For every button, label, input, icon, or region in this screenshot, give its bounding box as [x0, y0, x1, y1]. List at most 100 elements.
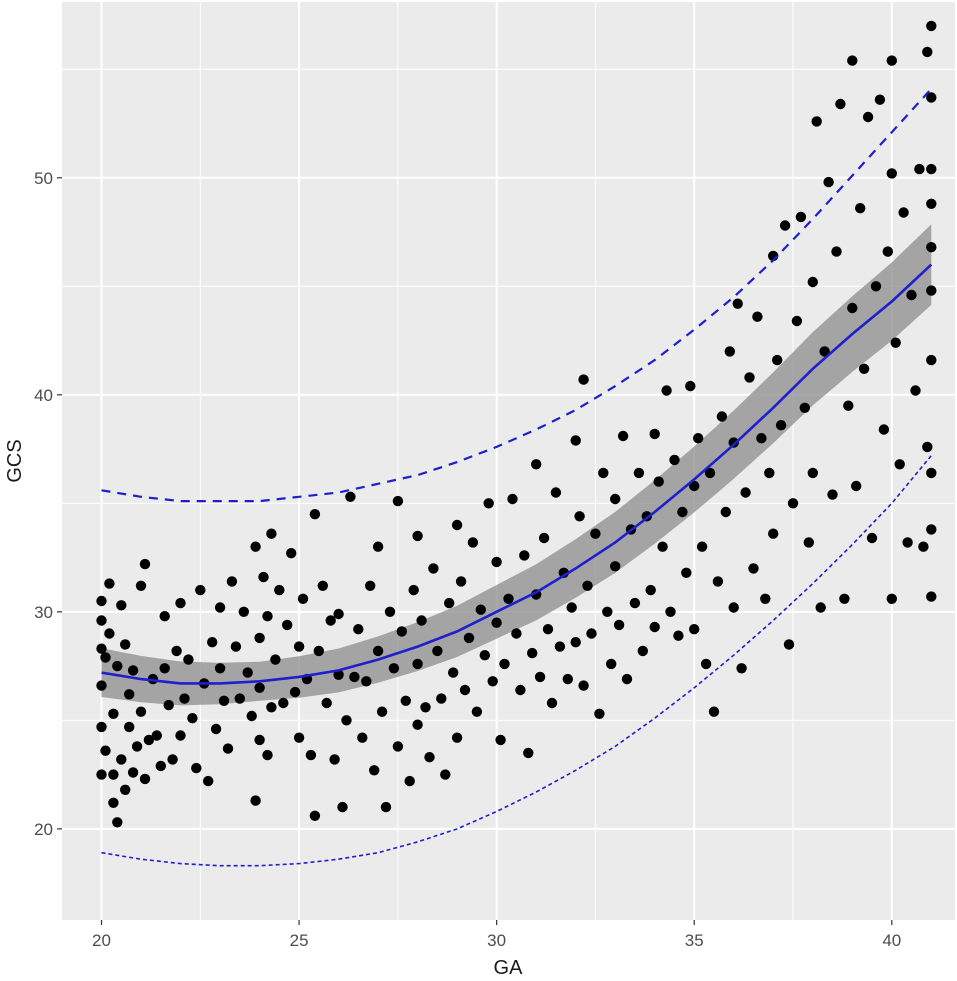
data-point	[515, 684, 526, 696]
data-point	[167, 754, 178, 765]
y-axis-title: GCS	[4, 439, 26, 482]
data-point	[886, 168, 897, 179]
data-point	[578, 374, 589, 385]
data-point	[858, 363, 870, 374]
data-point	[139, 773, 151, 785]
data-point	[116, 600, 127, 611]
data-point	[870, 281, 882, 292]
data-point	[811, 116, 822, 127]
data-point	[740, 487, 751, 498]
data-point	[926, 285, 937, 296]
data-point	[293, 641, 305, 652]
data-point	[207, 637, 218, 648]
data-point	[499, 658, 510, 670]
data-point	[681, 567, 692, 578]
data-point	[799, 402, 810, 413]
data-point	[396, 626, 407, 637]
data-point	[511, 628, 522, 639]
data-point	[179, 693, 190, 704]
data-point	[866, 532, 878, 544]
data-point	[894, 459, 905, 470]
data-point	[613, 619, 625, 631]
confidence-band-layer	[101, 224, 932, 706]
x-axis-title: GA	[494, 957, 524, 979]
data-point	[436, 693, 447, 704]
data-point	[404, 775, 415, 787]
data-point	[787, 498, 799, 509]
data-point	[602, 606, 613, 617]
data-point	[685, 380, 696, 392]
data-point	[839, 593, 850, 604]
data-point	[621, 673, 633, 685]
data-point	[519, 550, 530, 561]
data-point	[96, 721, 107, 733]
data-point	[657, 541, 668, 552]
data-point	[175, 597, 186, 609]
data-point	[906, 289, 917, 301]
data-point	[127, 665, 139, 676]
confidence-band	[101, 224, 932, 706]
x-tick-label: 35	[685, 931, 704, 950]
data-point	[764, 467, 775, 479]
data-point	[902, 537, 913, 548]
data-point	[586, 628, 597, 639]
data-point	[108, 708, 119, 719]
data-point	[479, 650, 490, 661]
data-point	[159, 611, 170, 622]
data-point	[357, 732, 368, 743]
data-point	[534, 671, 546, 683]
data-point	[183, 654, 194, 665]
data-point	[471, 706, 483, 717]
data-point	[527, 647, 538, 659]
data-point	[135, 706, 147, 717]
data-point	[135, 580, 147, 591]
data-point	[120, 639, 131, 650]
data-point	[716, 411, 728, 422]
y-tick-label: 50	[34, 169, 53, 188]
data-point	[104, 628, 115, 639]
plot-panel	[62, 2, 955, 920]
data-point	[131, 741, 143, 752]
data-point	[369, 765, 380, 776]
data-point	[491, 556, 502, 568]
data-point	[112, 817, 123, 828]
data-point	[926, 163, 937, 175]
data-point	[203, 775, 214, 787]
data-point	[116, 754, 127, 765]
data-point	[459, 684, 471, 696]
data-point	[661, 385, 672, 396]
major-gridlines	[62, 2, 955, 920]
data-point	[523, 747, 534, 759]
data-point	[337, 801, 348, 813]
data-point	[862, 111, 874, 123]
data-point	[112, 660, 123, 672]
data-point	[756, 433, 767, 444]
data-point	[309, 810, 321, 821]
data-point	[922, 441, 933, 453]
data-point	[250, 795, 261, 806]
data-point	[210, 723, 222, 735]
data-point	[175, 730, 186, 741]
data-point	[278, 697, 289, 709]
data-point	[392, 741, 404, 752]
data-point	[100, 652, 111, 663]
data-point	[590, 528, 601, 539]
data-point	[815, 602, 826, 613]
data-point	[380, 801, 392, 813]
data-point	[349, 671, 360, 683]
data-point	[720, 506, 731, 518]
data-point	[878, 424, 890, 435]
fit-line	[101, 263, 933, 685]
data-point	[677, 506, 688, 518]
data-point	[467, 537, 479, 548]
data-point	[163, 699, 174, 711]
data-point	[760, 593, 771, 604]
data-point	[629, 597, 641, 609]
data-point	[542, 624, 554, 635]
data-point	[914, 163, 925, 175]
data-point	[791, 315, 803, 327]
data-point	[254, 734, 265, 746]
y-axis: 20 30 40 50	[34, 169, 62, 839]
x-tick-label: 30	[487, 931, 506, 950]
data-point	[333, 669, 344, 680]
